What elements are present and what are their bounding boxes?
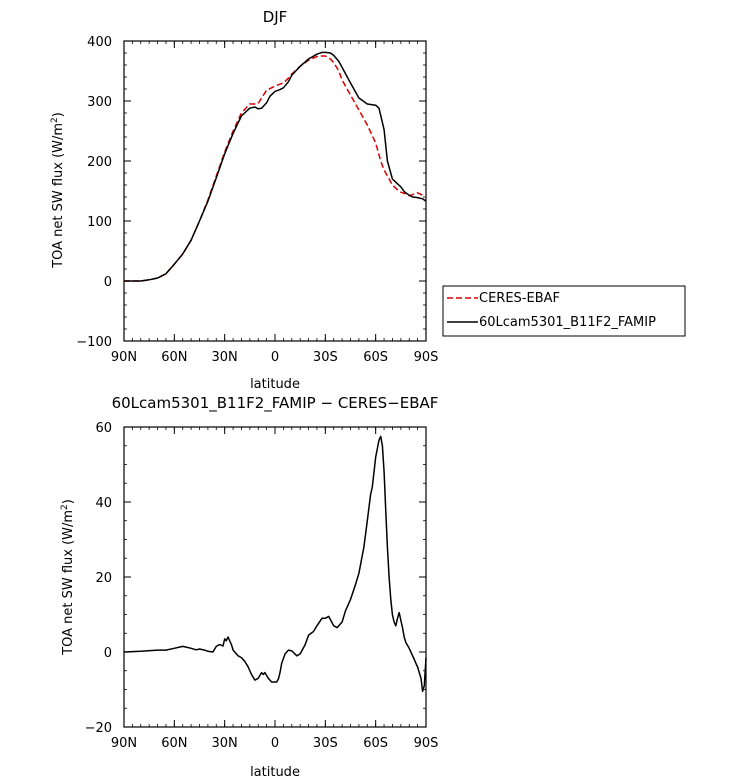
top-x-tick-label: 30N [212,350,238,365]
top-y-tick-label: 200 [87,155,112,170]
bottom-chart-xlabel: latitude [250,765,300,780]
top-ylabel-tail: ) [51,112,66,117]
top-x-tick-label: 30S [313,350,338,365]
legend-label-model: 60Lcam5301_B11F2_FAMIP [479,315,656,330]
top-series-line-1 [124,51,427,282]
top-x-tick-label: 90S [414,350,439,365]
top-y-tick-label: 0 [104,275,112,290]
top-ylabel-main: TOA net SW flux (W/m [51,123,66,269]
top-chart-xlabel: latitude [250,377,300,392]
legend-box [442,285,686,337]
bottom-chart-title: 60Lcam5301_B11F2_FAMIP − CERES−EBAF [112,394,439,413]
top-chart-title: DJF [263,8,288,26]
top-series-line-0 [124,55,427,282]
bottom-x-tick-label: 90S [414,736,439,751]
bottom-chart-axes: 90N 60N 30N 0 30S 60S 90S −20 0 20 40 60 [85,421,439,751]
bottom-chart-series [123,435,427,693]
bottom-x-tick-label: 30N [212,736,238,751]
top-ylabel-sup: 2 [50,117,60,123]
top-chart-series [124,51,427,282]
top-x-tick-label: 90N [111,350,137,365]
top-y-tick-label: −100 [76,335,112,350]
bottom-x-tick-label: 60S [363,736,388,751]
top-x-tick-label: 60N [161,350,187,365]
bottom-y-tick-label: 40 [95,496,112,511]
top-chart-axes: 90N 60N 30N 0 30S 60S 90S −100 0 100 200 300 400 [76,35,438,365]
bottom-x-tick-label: 0 [271,736,279,751]
bottom-chart-ylabel: TOA net SW flux (W/m2) [60,499,76,656]
legend: CERES-EBAF 60Lcam5301_B11F2_FAMIP [442,285,686,337]
bottom-ylabel-tail: ) [61,499,76,504]
top-chart-ylabel: TOA net SW flux (W/m2) [50,112,66,269]
top-y-tick-label: 400 [87,35,112,50]
top-y-tick-label: 100 [87,215,112,230]
bottom-ylabel-main: TOA net SW flux (W/m [61,510,76,656]
top-y-tick-label: 300 [87,95,112,110]
bottom-ylabel-sup: 2 [60,504,70,510]
bottom-x-tick-label: 90N [111,736,137,751]
bottom-y-tick-label: 20 [95,571,112,586]
bottom-x-tick-label: 30S [313,736,338,751]
top-plot-frame [123,40,427,342]
bottom-y-tick-label: −20 [85,721,112,736]
top-chart-panel: DJF TOA net SW flux (W/m2) latitude 90N 6… [50,8,686,392]
bottom-chart-panel: 60Lcam5301_B11F2_FAMIP − CERES−EBAF TOA … [60,394,438,780]
bottom-x-tick-label: 60N [161,736,187,751]
bottom-y-tick-label: 0 [104,646,112,661]
top-x-tick-label: 60S [363,350,388,365]
legend-label-ceres: CERES-EBAF [479,291,560,306]
top-x-tick-label: 0 [271,350,279,365]
bottom-series-line-0 [123,435,427,693]
bottom-y-tick-label: 60 [95,421,112,436]
